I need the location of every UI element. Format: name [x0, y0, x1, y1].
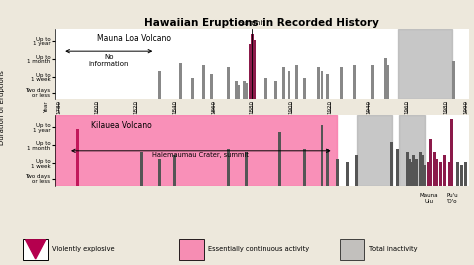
- Text: 1940: 1940: [366, 100, 371, 114]
- Bar: [400, 116, 425, 186]
- Bar: [450, 119, 453, 186]
- Bar: [346, 162, 348, 186]
- Bar: [158, 71, 161, 99]
- Bar: [336, 159, 339, 185]
- Bar: [326, 74, 329, 99]
- Text: Year: Year: [44, 101, 49, 113]
- Bar: [408, 159, 410, 185]
- Text: Duration of Eruptions: Duration of Eruptions: [0, 70, 5, 145]
- Text: 1980: 1980: [444, 100, 448, 114]
- Bar: [228, 67, 230, 99]
- Bar: [295, 64, 298, 99]
- Bar: [340, 238, 364, 260]
- Bar: [384, 58, 387, 99]
- Bar: [243, 81, 246, 99]
- Text: 1780: 1780: [56, 100, 61, 114]
- Bar: [237, 85, 240, 99]
- Bar: [55, 116, 337, 186]
- Bar: [411, 156, 414, 185]
- Bar: [423, 165, 426, 186]
- Text: Summit: Summit: [238, 20, 266, 26]
- Text: Kilauea Volcano: Kilauea Volcano: [91, 121, 152, 130]
- Bar: [191, 78, 193, 99]
- Bar: [354, 64, 356, 99]
- Bar: [264, 78, 267, 99]
- Text: 1820: 1820: [133, 100, 138, 114]
- Bar: [340, 67, 343, 99]
- Bar: [249, 45, 252, 99]
- Bar: [396, 149, 399, 185]
- Bar: [210, 74, 213, 99]
- Bar: [464, 162, 467, 186]
- Text: Hawaiian Eruptions in Recorded History: Hawaiian Eruptions in Recorded History: [145, 18, 379, 28]
- Bar: [317, 67, 319, 99]
- Bar: [429, 139, 432, 186]
- Text: 1960: 1960: [405, 100, 410, 114]
- Text: 1900: 1900: [289, 100, 293, 114]
- Bar: [439, 162, 442, 186]
- Bar: [173, 156, 176, 185]
- Bar: [288, 71, 291, 99]
- Bar: [410, 162, 412, 186]
- Text: 1840: 1840: [172, 100, 177, 114]
- Bar: [356, 156, 358, 185]
- Bar: [371, 64, 374, 99]
- Bar: [452, 60, 455, 99]
- Bar: [274, 81, 277, 99]
- Bar: [456, 162, 459, 186]
- Bar: [390, 142, 393, 186]
- Bar: [460, 165, 463, 186]
- Text: Mauna Loa Volcano: Mauna Loa Volcano: [97, 34, 171, 43]
- Bar: [416, 159, 419, 185]
- Text: Mauna
Ulu: Mauna Ulu: [419, 193, 438, 204]
- Bar: [245, 152, 248, 186]
- Bar: [435, 159, 438, 185]
- Bar: [427, 162, 430, 186]
- Bar: [140, 152, 143, 186]
- Bar: [320, 71, 323, 99]
- Bar: [386, 64, 389, 99]
- Text: 1800: 1800: [95, 100, 100, 114]
- Bar: [320, 125, 323, 186]
- Text: 1990: 1990: [463, 100, 468, 114]
- Text: 1920: 1920: [327, 100, 332, 114]
- Bar: [357, 116, 392, 186]
- Bar: [433, 152, 436, 186]
- Text: Violently explosive: Violently explosive: [52, 246, 115, 252]
- Text: Essentially continuous activity: Essentially continuous activity: [209, 246, 310, 252]
- Text: Total inactivity: Total inactivity: [369, 246, 417, 252]
- Bar: [251, 34, 254, 99]
- Bar: [326, 149, 329, 185]
- Text: 1880: 1880: [250, 100, 255, 114]
- Bar: [228, 149, 230, 185]
- Text: No
information: No information: [89, 54, 129, 67]
- Bar: [235, 81, 238, 99]
- Bar: [76, 129, 79, 186]
- Bar: [303, 78, 306, 99]
- Bar: [443, 156, 446, 185]
- Bar: [202, 64, 205, 99]
- Polygon shape: [26, 240, 46, 259]
- Bar: [398, 29, 452, 99]
- Bar: [253, 41, 255, 99]
- Bar: [23, 238, 48, 260]
- Bar: [158, 159, 161, 185]
- Text: 1860: 1860: [211, 100, 216, 114]
- Bar: [179, 238, 204, 260]
- Bar: [419, 152, 422, 186]
- Bar: [303, 149, 306, 185]
- Bar: [278, 132, 281, 186]
- Bar: [406, 152, 409, 186]
- Text: Pu'u
'O'o: Pu'u 'O'o: [446, 193, 457, 204]
- Bar: [179, 63, 182, 99]
- Text: Halemaumau Crater, summit: Halemaumau Crater, summit: [153, 152, 249, 158]
- Bar: [282, 67, 285, 99]
- Bar: [245, 82, 248, 99]
- Bar: [421, 156, 424, 185]
- Bar: [448, 162, 451, 186]
